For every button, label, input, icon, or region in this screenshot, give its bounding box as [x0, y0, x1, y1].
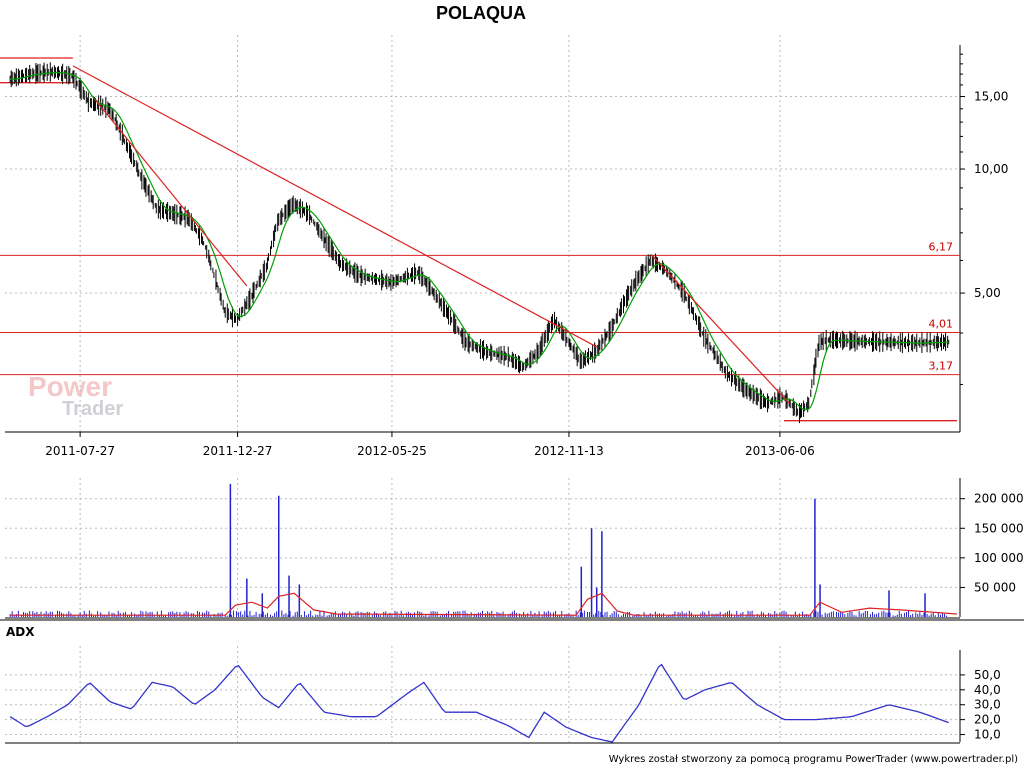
axes: 2011-07-27 2011-12-27 2012-05-25 2012-11-13…	[0, 45, 1024, 744]
adx-tick-label: 10,0	[974, 728, 1001, 742]
logo-trader-text: Trader	[62, 398, 123, 420]
level-label: 6,17	[929, 240, 954, 253]
adx-tick-label: 20,0	[974, 713, 1001, 727]
x-tick-label: 2012-11-13	[534, 444, 604, 458]
powertrader-watermark: Power Trader	[28, 371, 123, 420]
price-tick-label: 15,00	[974, 89, 1008, 103]
adx-tick-label: 40,0	[974, 683, 1001, 697]
adx-panel-label: ADX	[6, 625, 35, 639]
trendline	[94, 98, 248, 287]
chart-title: POLAQUA	[436, 3, 526, 23]
x-tick-label: 2012-05-25	[357, 444, 427, 458]
adx-panel	[9, 663, 949, 743]
x-tick-label: 2013-06-06	[745, 444, 815, 458]
x-tick-label: 2011-07-27	[45, 444, 115, 458]
volume-tick-label: 50 000	[974, 580, 1016, 594]
adx-tick-label: 50,0	[974, 668, 1001, 682]
price-panel: 6,17 4,01 3,17	[0, 57, 960, 424]
grid-lines	[5, 35, 960, 742]
level-label: 4,01	[929, 318, 954, 331]
moving-average-line	[10, 71, 949, 411]
footer-credit: Wykres został stworzony za pomocą progra…	[609, 754, 1018, 765]
adx-tick-label: 30,0	[974, 698, 1001, 712]
volume-panel	[9, 483, 957, 617]
adx-line	[9, 663, 949, 743]
volume-tick-label: 150 000	[974, 521, 1024, 535]
x-tick-label: 2011-12-27	[203, 444, 273, 458]
volume-average-line	[10, 592, 957, 616]
level-label: 3,17	[929, 360, 954, 373]
logo-power-text: Power	[28, 371, 112, 402]
trendline	[650, 254, 790, 404]
volume-tick-label: 200 000	[974, 492, 1024, 506]
volume-tick-label: 100 000	[974, 551, 1024, 565]
trendline	[72, 65, 598, 348]
price-tick-label: 10,00	[974, 162, 1008, 176]
price-tick-label: 5,00	[974, 286, 1001, 300]
